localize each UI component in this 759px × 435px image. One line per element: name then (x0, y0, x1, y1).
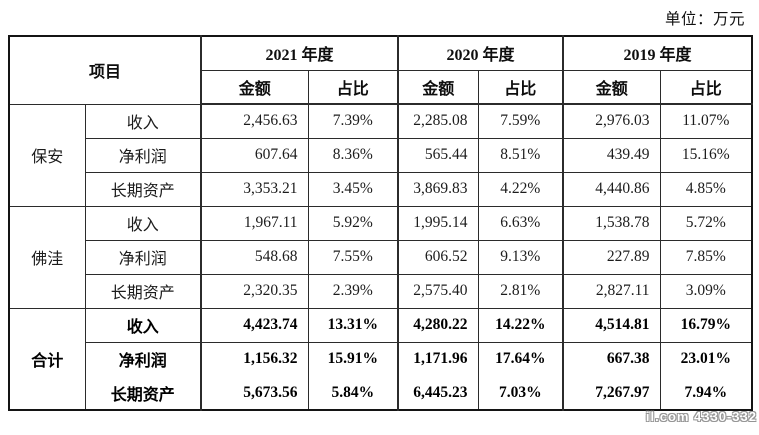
ratio-value: 13.31% (307, 307, 399, 343)
ratio-value: 7.55% (307, 239, 399, 275)
amount-value: 667.38 (562, 341, 661, 376)
header-amount-2021: 金额 (200, 69, 309, 105)
row-item-label: 长期资产 (84, 273, 202, 309)
ratio-value: 4.22% (477, 171, 564, 207)
amount-value: 1,995.14 (397, 205, 479, 241)
group-label: 保安 (8, 103, 86, 207)
header-year-2019: 2019 年度 (562, 35, 753, 71)
amount-value: 2,827.11 (562, 273, 661, 309)
unit-label: 单位：万元 (664, 11, 745, 28)
amount-value: 3,869.83 (397, 171, 479, 207)
table-row: 长期资产 5,673.56 5.84% 6,445.23 7.03% 7,267.97 7.… (9, 375, 753, 411)
ratio-value: 15.91% (307, 341, 399, 376)
ratio-value: 4.85% (659, 171, 753, 207)
ratio-value: 3.45% (307, 171, 399, 207)
financial-table: 项目 2021 年度 2020 年度 2019 年度 金额 占比 金额 占比 金… (8, 35, 754, 411)
amount-value: 2,285.08 (397, 103, 479, 139)
ratio-value: 7.59% (477, 103, 564, 139)
header-ratio-2020: 占比 (477, 69, 564, 105)
amount-value: 565.44 (397, 137, 479, 173)
row-item-label: 收入 (84, 205, 202, 241)
amount-value: 439.49 (562, 137, 661, 173)
amount-value: 2,320.35 (200, 273, 309, 309)
amount-value: 4,280.22 (397, 307, 479, 343)
ratio-value: 11.07% (659, 103, 753, 139)
header-sub-row: 金额 占比 金额 占比 金额 占比 (9, 69, 753, 105)
table-row: 长期资产 2,320.35 2.39% 2,575.40 2.81% 2,827.11 3.… (9, 273, 753, 309)
amount-value: 2,456.63 (200, 103, 309, 139)
group-label: 合计 (8, 307, 86, 411)
row-item-label: 收入 (84, 307, 202, 343)
row-item-label: 长期资产 (84, 171, 202, 207)
header-item: 项目 (8, 35, 202, 105)
amount-value: 4,440.86 (562, 171, 661, 207)
amount-value: 607.64 (200, 137, 309, 173)
ratio-value: 3.09% (659, 273, 753, 309)
ratio-value: 2.81% (477, 273, 564, 309)
row-item-label: 长期资产 (84, 375, 202, 411)
ratio-value: 16.79% (659, 307, 753, 343)
amount-value: 2,976.03 (562, 103, 661, 139)
table-body: 保安 收入 2,456.63 7.39% 2,285.08 7.59% 2,976.03 11… (8, 103, 753, 411)
header-year-row: 项目 2021 年度 2020 年度 2019 年度 (8, 35, 753, 105)
table-row: 净利润 1,156.32 15.91% 1,171.96 17.64% 667.38 23.… (9, 341, 753, 376)
amount-value: 606.52 (397, 239, 479, 275)
amount-value: 4,514.81 (562, 307, 661, 343)
header-ratio-2021: 占比 (307, 69, 399, 105)
ratio-value: 14.22% (477, 307, 564, 343)
table-row: 净利润 607.64 8.36% 565.44 8.51% 439.49 15.16% (9, 137, 753, 173)
amount-value: 2,575.40 (397, 273, 479, 309)
ratio-value: 17.64% (477, 341, 564, 376)
ratio-value: 5.84% (307, 375, 399, 411)
amount-value: 1,171.96 (397, 341, 479, 376)
row-item-label: 净利润 (84, 137, 202, 173)
table-row: 合计 收入 4,423.74 13.31% 4,280.22 14.22% 4,514.81… (8, 307, 753, 411)
header-ratio-2019: 占比 (659, 69, 753, 105)
ratio-value: 15.16% (659, 137, 753, 173)
header-year-2021: 2021 年度 (200, 35, 399, 71)
row-item-label: 收入 (84, 103, 202, 139)
ratio-value: 8.36% (307, 137, 399, 173)
table-row: 保安 收入 2,456.63 7.39% 2,285.08 7.59% 2,976.03 11… (8, 103, 753, 207)
ratio-value: 7.94% (659, 375, 753, 411)
watermark: il.com 4330-332 (645, 409, 757, 424)
ratio-value: 2.39% (307, 273, 399, 309)
amount-value: 1,156.32 (200, 341, 309, 376)
header-amount-2020: 金额 (397, 69, 479, 105)
table-header: 项目 2021 年度 2020 年度 2019 年度 金额 占比 金额 占比 金… (8, 35, 753, 105)
table-row: 净利润 548.68 7.55% 606.52 9.13% 227.89 7.85% (9, 239, 753, 275)
amount-value: 3,353.21 (200, 171, 309, 207)
row-item-label: 净利润 (84, 239, 202, 275)
group-label: 佛洼 (8, 205, 86, 309)
ratio-value: 8.51% (477, 137, 564, 173)
amount-value: 548.68 (200, 239, 309, 275)
ratio-value: 7.03% (477, 375, 564, 411)
amount-value: 7,267.97 (562, 375, 661, 411)
ratio-value: 9.13% (477, 239, 564, 275)
ratio-value: 6.63% (477, 205, 564, 241)
table-row: 长期资产 3,353.21 3.45% 3,869.83 4.22% 4,440.86 4.… (9, 171, 753, 207)
header-amount-2019: 金额 (562, 69, 661, 105)
table-row: 佛洼 收入 1,967.11 5.92% 1,995.14 6.63% 1,538.78 5.… (8, 205, 753, 309)
ratio-value: 7.85% (659, 239, 753, 275)
ratio-value: 5.92% (307, 205, 399, 241)
header-year-2020: 2020 年度 (397, 35, 564, 71)
amount-value: 5,673.56 (200, 375, 309, 411)
ratio-value: 23.01% (659, 341, 753, 376)
amount-value: 4,423.74 (200, 307, 309, 343)
row-item-label: 净利润 (84, 341, 202, 376)
ratio-value: 5.72% (659, 205, 753, 241)
amount-value: 6,445.23 (397, 375, 479, 411)
amount-value: 1,967.11 (200, 205, 309, 241)
amount-value: 1,538.78 (562, 205, 661, 241)
ratio-value: 7.39% (307, 103, 399, 139)
amount-value: 227.89 (562, 239, 661, 275)
